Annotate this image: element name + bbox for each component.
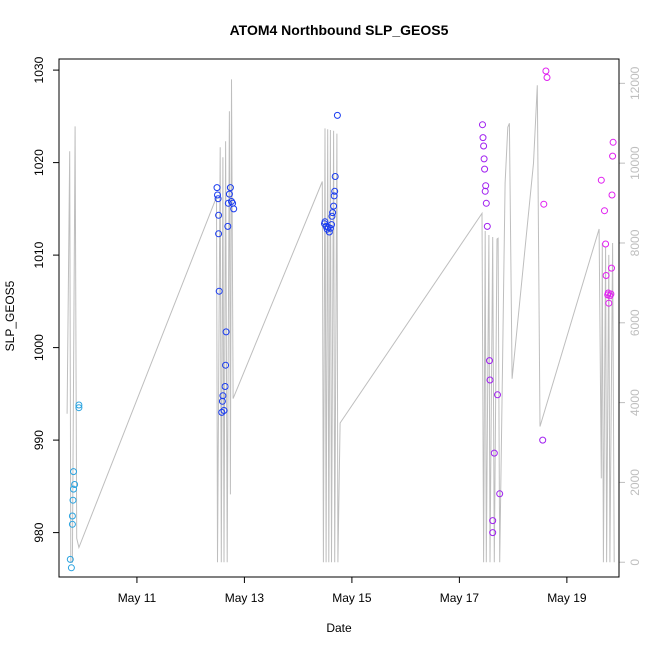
data-point [328, 212, 336, 220]
altitude-layer [66, 79, 615, 563]
data-point [479, 121, 486, 129]
data-point [489, 517, 497, 525]
data-point [68, 520, 76, 528]
data-point [326, 224, 334, 232]
data-point [482, 182, 490, 190]
y2-tick-label: 6000 [628, 309, 642, 336]
data-point [489, 529, 497, 537]
y2-tick-label: 4000 [628, 389, 642, 416]
x-tick-label: May 11 [118, 591, 157, 605]
y2-tick-label: 8000 [628, 229, 642, 256]
data-point [224, 222, 232, 230]
y2-tick-label: 10000 [628, 146, 642, 180]
data-point [75, 404, 83, 412]
data-point [480, 155, 488, 163]
data-point [480, 142, 488, 150]
y-tick-label: 1030 [32, 56, 46, 83]
data-point [482, 199, 490, 207]
data-point [214, 195, 222, 203]
data-point [481, 187, 489, 195]
data-point [75, 401, 83, 409]
data-point [597, 176, 605, 184]
y-axis-label: SLP_GEOS5 [3, 280, 17, 351]
data-point [601, 207, 608, 215]
data-point [220, 407, 228, 414]
data-point [605, 299, 613, 307]
data-point [486, 357, 493, 365]
data-point [66, 555, 74, 563]
chart-title: ATOM4 Northbound SLP_GEOS5 [230, 22, 449, 38]
data-point [213, 184, 221, 192]
y2-tick-label: 0 [628, 559, 642, 566]
data-point [69, 496, 77, 504]
data-point [70, 468, 77, 476]
data-point [215, 211, 223, 219]
data-point [221, 383, 229, 390]
data-point [607, 290, 615, 298]
data-point [540, 200, 548, 208]
data-point [230, 205, 238, 213]
data-point [222, 328, 230, 336]
data-point [68, 512, 76, 520]
data-point [331, 173, 339, 180]
data-point [222, 361, 230, 369]
data-point [481, 165, 489, 173]
data-point [494, 391, 501, 399]
data-point [483, 222, 491, 230]
data-point [539, 436, 547, 444]
data-point [71, 481, 79, 488]
data-point [330, 202, 338, 210]
data-point [331, 187, 339, 195]
data-point [215, 230, 223, 238]
x-axis-label: Date [326, 621, 352, 635]
data-point [543, 74, 551, 81]
data-point [225, 190, 233, 198]
data-point [218, 408, 226, 416]
y-tick-label: 1000 [32, 334, 46, 361]
x-tick-label: May 19 [547, 591, 587, 605]
data-point [330, 192, 338, 200]
data-point [602, 272, 610, 279]
x-tick-label: May 15 [332, 591, 372, 605]
y-tick-label: 980 [32, 522, 46, 542]
data-point [215, 287, 223, 295]
x-tick-label: May 17 [440, 591, 480, 605]
points-layer [66, 67, 617, 572]
data-point [325, 228, 333, 236]
y-tick-label: 1020 [32, 149, 46, 176]
data-point [542, 67, 550, 75]
altitude-series-line [66, 79, 615, 563]
data-point [608, 264, 615, 272]
axes-layer: 980 990 1000 1010 1020 1030 0 2000 4000 6000 8000 1… [32, 56, 642, 605]
data-point [321, 218, 329, 226]
data-point [490, 449, 498, 457]
y2-tick-label: 12000 [628, 66, 642, 100]
y-tick-label: 1010 [32, 241, 46, 268]
data-point [228, 198, 235, 205]
data-point [608, 191, 616, 199]
data-point [333, 111, 341, 119]
data-point [609, 152, 617, 160]
data-point [214, 191, 221, 199]
x-tick-label: May 13 [225, 591, 265, 605]
data-point [329, 209, 337, 217]
data-point [328, 221, 335, 229]
data-point [609, 138, 617, 146]
data-point [602, 240, 610, 248]
data-point [70, 485, 77, 493]
data-point [479, 134, 487, 142]
data-point [486, 376, 494, 384]
data-point [219, 392, 227, 400]
data-point [226, 184, 234, 192]
plot-frame [58, 58, 620, 578]
data-point [67, 564, 75, 572]
y-tick-label: 990 [32, 430, 46, 450]
data-point [496, 490, 504, 498]
y2-tick-label: 2000 [628, 469, 642, 496]
